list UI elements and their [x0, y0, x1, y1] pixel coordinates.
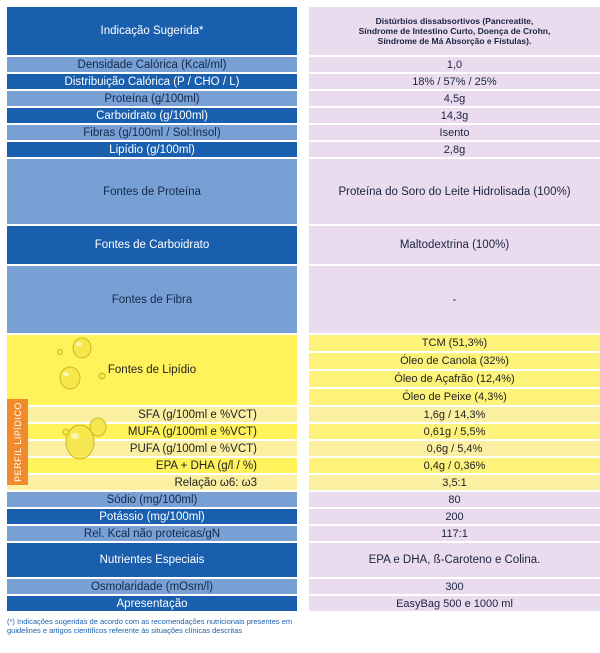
table-row: Apresentação EasyBag 500 e 1000 ml: [7, 596, 600, 611]
row-value: 0,61g / 5,5%: [309, 424, 600, 439]
table-row: Sódio (mg/100ml) 80: [7, 492, 600, 507]
lipid-source-list: TCM (51,3%) Óleo de Canola (32%) Óleo de…: [309, 335, 600, 405]
row-label: Densidade Calórica (Kcal/ml): [7, 57, 297, 72]
table-row: EPA + DHA (g/l / %) 0,4g / 0,36%: [7, 458, 600, 473]
table-row: Nutrientes Especiais EPA e DHA, ß-Carote…: [7, 543, 600, 577]
value-line: Síndrome de Má Absorção e Fístulas).: [377, 36, 532, 46]
table-row: Indicação Sugerida* Distúrbios dissabsor…: [7, 7, 600, 55]
table-row: Fontes de Fibra -: [7, 266, 600, 333]
lipid-source: Óleo de Peixe (4,3%): [309, 389, 600, 405]
table-row: Proteína (g/100ml) 4,5g: [7, 91, 600, 106]
row-label: SFA (g/100ml e %VCT): [7, 407, 297, 422]
table-row: Fontes de Carboidrato Maltodextrina (100…: [7, 226, 600, 264]
footnote: (*) Indicações sugeridas de acordo com a…: [7, 617, 293, 635]
row-value: 200: [309, 509, 600, 524]
row-label: Relação ω6: ω3: [7, 475, 297, 490]
table-row: Fontes de Proteína Proteína do Soro do L…: [7, 159, 600, 224]
table-row: SFA (g/100ml e %VCT) 1,6g / 14,3%: [7, 407, 600, 422]
row-value: 0,6g / 5,4%: [309, 441, 600, 456]
lipid-profile-side-label: PERFIL LIPÍDICO: [7, 399, 28, 485]
row-value: 300: [309, 579, 600, 594]
row-label: Potássio (mg/100ml): [7, 509, 297, 524]
row-label: Carboidrato (g/100ml): [7, 108, 297, 123]
lipid-source: Óleo de Canola (32%): [309, 353, 600, 369]
row-label: Distribuição Calórica (P / CHO / L): [7, 74, 297, 89]
value-line: Distúrbios dissabsortivos (Pancreatite,: [375, 16, 534, 26]
value-line: Síndrome de Intestino Curto, Doença de C…: [358, 26, 551, 36]
row-label: Nutrientes Especiais: [7, 543, 297, 577]
row-label: Indicação Sugerida*: [7, 7, 297, 55]
row-label: Sódio (mg/100ml): [7, 492, 297, 507]
row-value: Distúrbios dissabsortivos (Pancreatite, …: [309, 7, 600, 55]
row-label: Osmolaridade (mOsm/l): [7, 579, 297, 594]
table-row: MUFA (g/100ml e %VCT) 0,61g / 5,5%: [7, 424, 600, 439]
row-label: Proteína (g/100ml): [7, 91, 297, 106]
row-value: Isento: [309, 125, 600, 140]
table-row: Distribuição Calórica (P / CHO / L) 18% …: [7, 74, 600, 89]
nutrition-table: Indicação Sugerida* Distúrbios dissabsor…: [7, 7, 600, 613]
lipid-source: Óleo de Açafrão (12,4%): [309, 371, 600, 387]
row-label: Fontes de Carboidrato: [7, 226, 297, 264]
row-value: 18% / 57% / 25%: [309, 74, 600, 89]
row-value: EasyBag 500 e 1000 ml: [309, 596, 600, 611]
side-label-text: PERFIL LIPÍDICO: [12, 402, 23, 482]
row-value: EPA e DHA, ß-Caroteno e Colina.: [309, 543, 600, 577]
row-value: -: [309, 266, 600, 333]
table-row: Relação ω6: ω3 3,5:1: [7, 475, 600, 490]
lipid-profile: SFA (g/100ml e %VCT) 1,6g / 14,3% MUFA (…: [7, 407, 600, 490]
row-label: EPA + DHA (g/l / %): [7, 458, 297, 473]
row-value: 0,4g / 0,36%: [309, 458, 600, 473]
table-row: Fibras (g/100ml / Sol:Insol) Isento: [7, 125, 600, 140]
row-label: Lipídio (g/100ml): [7, 142, 297, 157]
row-value: 80: [309, 492, 600, 507]
row-label: Rel. Kcal não proteicas/gN: [7, 526, 297, 541]
row-value: 117:1: [309, 526, 600, 541]
row-value: 1,0: [309, 57, 600, 72]
table-row: Fontes de Lipídio TCM (51,3%) Óleo de Ca…: [7, 335, 600, 405]
row-label: Fontes de Lipídio: [7, 335, 297, 405]
table-row: Potássio (mg/100ml) 200: [7, 509, 600, 524]
row-label: Apresentação: [7, 596, 297, 611]
row-label: Fontes de Fibra: [7, 266, 297, 333]
lipid-source: TCM (51,3%): [309, 335, 600, 351]
row-value: 2,8g: [309, 142, 600, 157]
row-value: 1,6g / 14,3%: [309, 407, 600, 422]
row-value: Maltodextrina (100%): [309, 226, 600, 264]
row-value: 14,3g: [309, 108, 600, 123]
row-value: 3,5:1: [309, 475, 600, 490]
row-value: 4,5g: [309, 91, 600, 106]
row-label: Fontes de Proteína: [7, 159, 297, 224]
table-row: Lipídio (g/100ml) 2,8g: [7, 142, 600, 157]
row-label: PUFA (g/100ml e %VCT): [7, 441, 297, 456]
table-row: Rel. Kcal não proteicas/gN 117:1: [7, 526, 600, 541]
row-label: Fibras (g/100ml / Sol:Insol): [7, 125, 297, 140]
row-value: Proteína do Soro do Leite Hidrolisada (1…: [309, 159, 600, 224]
row-label: MUFA (g/100ml e %VCT): [7, 424, 297, 439]
table-row: Carboidrato (g/100ml) 14,3g: [7, 108, 600, 123]
table-row: PUFA (g/100ml e %VCT) 0,6g / 5,4%: [7, 441, 600, 456]
table-row: Osmolaridade (mOsm/l) 300: [7, 579, 600, 594]
table-row: Densidade Calórica (Kcal/ml) 1,0: [7, 57, 600, 72]
